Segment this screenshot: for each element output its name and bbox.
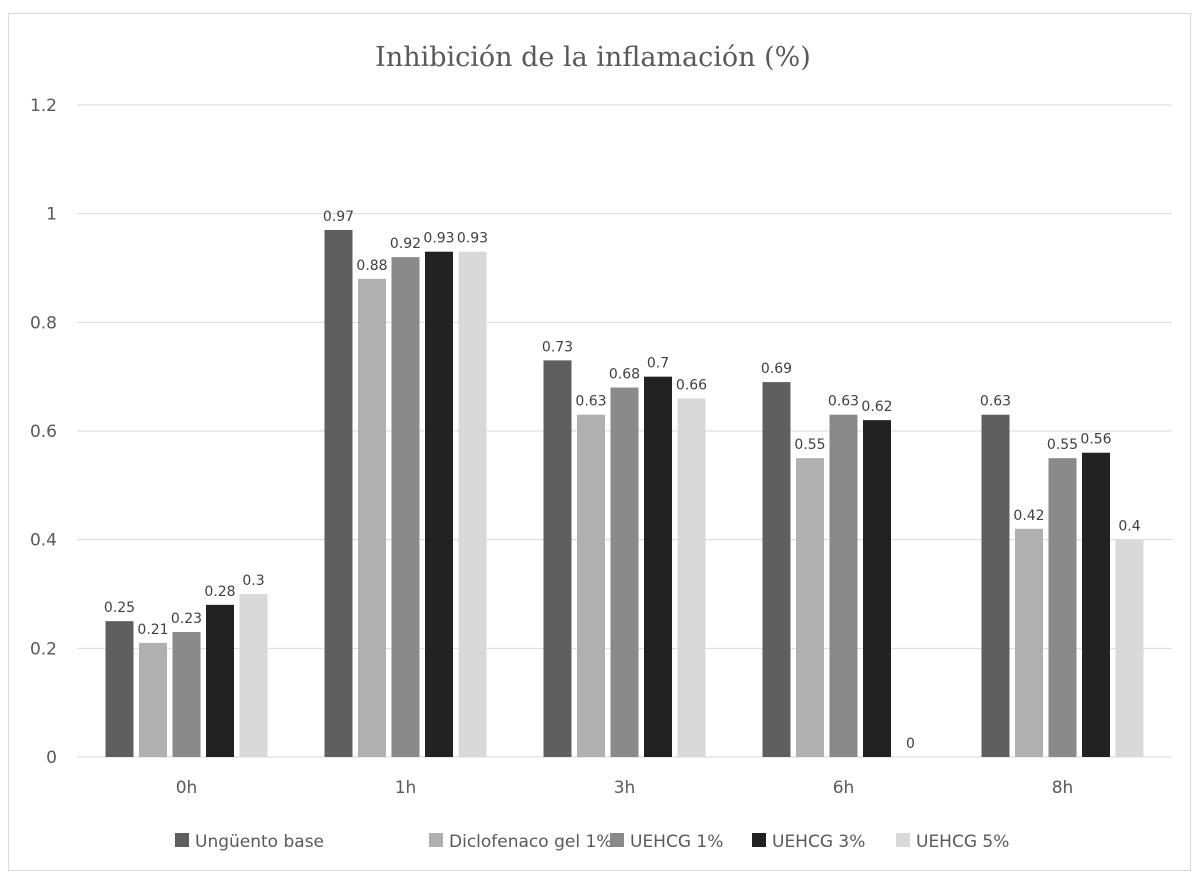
y-tick-label: 1.2 [30, 96, 57, 116]
x-tick-label: 0h [176, 778, 198, 798]
data-label: 0.55 [794, 437, 825, 453]
data-label: 0.4 [1118, 519, 1140, 535]
bar [391, 257, 420, 757]
bar [324, 229, 353, 757]
bar [762, 382, 791, 757]
data-label: 0.63 [828, 394, 859, 410]
data-label: 0.73 [542, 339, 573, 355]
bar [239, 594, 268, 757]
data-label: 0.28 [204, 584, 235, 600]
bar [358, 278, 386, 757]
bar [1015, 528, 1043, 757]
data-label: 0.56 [1080, 432, 1111, 448]
data-label: 0.92 [390, 236, 421, 252]
y-tick-label: 0.4 [30, 531, 57, 551]
chart-title: Inhibición de la inflamación (%) [375, 42, 811, 73]
data-label: 0.69 [761, 361, 792, 377]
legend-label: UEHCG 3% [772, 832, 865, 852]
y-tick-label: 0.2 [30, 639, 57, 659]
legend-item: Diclofenaco gel 1% [429, 832, 612, 852]
bar [829, 414, 858, 757]
data-label: 0.97 [323, 209, 354, 225]
y-tick-label: 0 [46, 748, 57, 768]
bar [863, 420, 891, 757]
data-label: 0.88 [356, 258, 387, 274]
data-label: 0.21 [137, 622, 168, 638]
bar [610, 387, 639, 757]
bar [644, 376, 672, 757]
data-label: 0.25 [104, 600, 135, 616]
legend-item: UEHCG 1% [610, 832, 723, 852]
legend: Ungüento base Diclofenaco gel 1% UEHCG 1% U… [175, 832, 1009, 852]
bar [1115, 539, 1144, 757]
bar [1082, 452, 1110, 757]
legend-swatch [752, 833, 766, 847]
legend-item: UEHCG 5% [896, 832, 1009, 852]
bar [577, 414, 605, 757]
bar [139, 642, 167, 757]
x-tick-label: 1h [395, 778, 417, 798]
y-axis-tick-labels: 0 0.2 0.4 0.6 0.8 1 1.2 [30, 96, 57, 768]
bar [105, 621, 134, 757]
data-label: 0.55 [1047, 437, 1078, 453]
bar [981, 414, 1010, 757]
data-label: 0.68 [609, 367, 640, 383]
x-tick-label: 6h [833, 778, 855, 798]
bar [543, 360, 572, 757]
bar [206, 604, 234, 757]
data-label: 0.66 [676, 377, 707, 393]
legend-swatch [896, 833, 910, 847]
data-label: 0.3 [242, 573, 264, 589]
legend-item: UEHCG 3% [752, 832, 865, 852]
bar [172, 632, 201, 757]
legend-swatch [175, 833, 189, 847]
bar [458, 251, 487, 757]
data-label: 0.63 [575, 394, 606, 410]
data-labels: 0.250.210.230.280.30.970.880.92 0.93 0.930… [104, 209, 1141, 752]
data-label: 0.42 [1013, 508, 1044, 524]
y-tick-label: 0.6 [30, 422, 57, 442]
y-tick-label: 0.8 [30, 313, 57, 333]
bar [796, 458, 824, 757]
legend-label: Ungüento base [195, 832, 324, 852]
data-label: 0.63 [980, 394, 1011, 410]
legend-swatch [610, 833, 624, 847]
legend-item: Ungüento base [175, 832, 324, 852]
bar [425, 251, 453, 757]
legend-swatch [429, 833, 443, 847]
data-label: 0.62 [861, 399, 892, 415]
data-label: 0.93 [423, 231, 454, 247]
data-label: 0 [906, 736, 915, 752]
bar [1048, 458, 1077, 757]
x-tick-label: 3h [614, 778, 636, 798]
y-tick-label: 1 [46, 205, 57, 225]
bar [677, 398, 706, 757]
legend-label: UEHCG 5% [916, 832, 1009, 852]
x-tick-label: 8h [1052, 778, 1074, 798]
x-axis-tick-labels: 0h 1h 3h 6h 8h [176, 778, 1074, 798]
data-label: 0.7 [647, 356, 669, 372]
data-label: 0.23 [171, 611, 202, 627]
bars [105, 229, 1144, 757]
legend-label: UEHCG 1% [630, 832, 723, 852]
data-label: 0.93 [457, 231, 488, 247]
legend-label: Diclofenaco gel 1% [449, 832, 612, 852]
